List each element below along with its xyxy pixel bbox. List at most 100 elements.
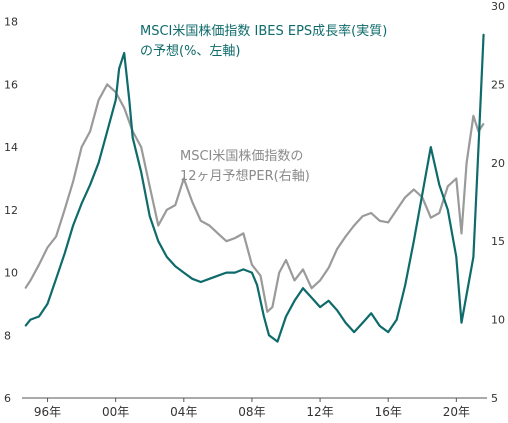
data-point-per bbox=[472, 115, 474, 117]
y-right-tick-label: 5 bbox=[491, 392, 498, 405]
data-point-per bbox=[460, 232, 463, 234]
data-point-per bbox=[430, 217, 432, 219]
data-point-per bbox=[191, 201, 193, 203]
data-point-eps bbox=[447, 209, 449, 211]
data-point-eps bbox=[311, 297, 313, 299]
data-point-per bbox=[379, 220, 381, 222]
data-point-per bbox=[225, 240, 227, 242]
x-tick-label: 08年 bbox=[238, 405, 265, 419]
data-point-per bbox=[345, 235, 347, 238]
x-tick-label: 96年 bbox=[34, 405, 61, 419]
data-point-eps bbox=[149, 215, 151, 217]
y-left-tick-label: 6 bbox=[4, 392, 11, 405]
y-left-tick-label: 8 bbox=[4, 329, 11, 342]
data-point-per bbox=[38, 264, 40, 266]
data-point-per bbox=[174, 204, 176, 206]
data-point-per bbox=[302, 268, 304, 270]
data-point-eps bbox=[483, 33, 485, 35]
x-tick-label: 04年 bbox=[170, 405, 197, 419]
series-line-per bbox=[24, 83, 485, 313]
y-left-tick-label: 12 bbox=[4, 204, 18, 217]
x-tick-label: 00年 bbox=[102, 405, 129, 419]
data-point-eps bbox=[293, 300, 296, 302]
data-point-eps bbox=[362, 322, 364, 324]
data-point-eps bbox=[413, 240, 415, 242]
x-tick-label: 12年 bbox=[306, 405, 333, 419]
series-lines bbox=[24, 33, 485, 343]
data-point-per bbox=[266, 311, 268, 313]
data-point-per bbox=[328, 267, 330, 269]
data-point-per bbox=[387, 221, 389, 223]
data-point-eps bbox=[157, 240, 159, 242]
y-right-tick-label: 15 bbox=[491, 235, 505, 248]
data-point-eps bbox=[263, 315, 265, 318]
data-point-eps bbox=[379, 325, 381, 327]
data-point-eps bbox=[251, 272, 253, 274]
data-point-eps bbox=[200, 281, 202, 283]
data-point-eps bbox=[89, 184, 91, 186]
data-point-eps bbox=[421, 193, 423, 195]
data-point-eps bbox=[268, 334, 270, 336]
data-point-eps bbox=[319, 306, 321, 308]
annotation-eps-line: の予想(%、左軸) bbox=[140, 43, 241, 59]
data-point-eps bbox=[191, 278, 193, 280]
data-point-eps bbox=[328, 300, 330, 302]
data-point-per bbox=[200, 220, 202, 222]
axes: 6 8 10 12 14 16 18 5 10 15 20 25 30 96年 00年 04年 08年 12年 16… bbox=[4, 0, 505, 419]
annotation-per-line: 12ヶ月予想PER(右軸) bbox=[180, 168, 310, 184]
data-point-per bbox=[259, 275, 262, 277]
y-right-tick-label: 20 bbox=[491, 157, 505, 170]
data-point-eps bbox=[387, 331, 389, 333]
y-right-tick-label: 30 bbox=[491, 0, 505, 13]
data-point-per bbox=[29, 279, 32, 281]
data-point-eps bbox=[217, 275, 219, 277]
x-tick-label: 16年 bbox=[375, 405, 402, 419]
data-point-per bbox=[413, 188, 415, 191]
x-tick-label: 20年 bbox=[443, 405, 470, 419]
data-point-eps bbox=[123, 52, 125, 54]
data-point-eps bbox=[466, 293, 468, 296]
y-right-tick-label: 25 bbox=[491, 78, 505, 91]
data-point-eps bbox=[477, 146, 480, 148]
data-point-eps bbox=[345, 322, 347, 324]
data-point-eps bbox=[336, 309, 338, 311]
data-point-per bbox=[404, 196, 406, 198]
data-point-per bbox=[81, 146, 83, 148]
data-point-eps bbox=[472, 256, 474, 258]
data-point-per bbox=[353, 224, 355, 227]
data-point-per bbox=[166, 209, 168, 211]
y-left-tick-label: 14 bbox=[4, 141, 18, 154]
data-point-per bbox=[55, 235, 57, 238]
data-point-eps bbox=[29, 319, 32, 321]
data-point-per bbox=[89, 130, 91, 132]
data-point-eps bbox=[174, 265, 176, 267]
data-point-eps bbox=[72, 224, 74, 227]
annotation-per-line: MSCI米国株価指数の bbox=[180, 149, 303, 164]
data-point-per bbox=[183, 177, 185, 180]
data-point-eps bbox=[302, 287, 304, 289]
data-point-per bbox=[271, 306, 273, 308]
data-point-eps bbox=[438, 184, 440, 186]
y-left-tick-label: 18 bbox=[4, 16, 18, 29]
data-point-eps bbox=[38, 315, 40, 318]
data-point-eps bbox=[55, 278, 57, 280]
data-point-eps bbox=[353, 331, 355, 333]
annotation-eps-line: MSCI米国株価指数 IBES EPS成長率(実質) bbox=[140, 23, 387, 39]
data-point-eps bbox=[276, 341, 279, 343]
data-point-eps bbox=[242, 268, 244, 270]
data-point-eps bbox=[81, 203, 83, 205]
data-point-eps bbox=[285, 315, 287, 318]
data-point-eps bbox=[132, 137, 134, 139]
data-point-eps bbox=[98, 162, 100, 164]
data-point-per bbox=[311, 287, 313, 289]
data-point-per bbox=[319, 279, 321, 281]
data-point-eps bbox=[396, 319, 398, 321]
data-point-per bbox=[98, 99, 100, 101]
data-point-eps bbox=[128, 99, 130, 101]
data-point-per bbox=[438, 212, 440, 214]
data-point-per bbox=[483, 123, 485, 125]
annotations: MSCI米国株価指数 IBES EPS成長率(実質) の予想(%、左軸) MSCI米… bbox=[140, 23, 387, 184]
data-point-per bbox=[466, 162, 468, 164]
data-point-per bbox=[217, 232, 219, 234]
